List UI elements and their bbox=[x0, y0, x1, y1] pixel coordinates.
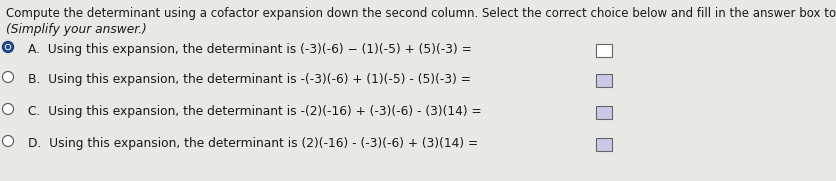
Circle shape bbox=[3, 136, 13, 146]
FancyBboxPatch shape bbox=[596, 138, 612, 151]
Circle shape bbox=[3, 104, 13, 115]
Circle shape bbox=[3, 71, 13, 83]
FancyBboxPatch shape bbox=[596, 106, 612, 119]
Text: A.  Using this expansion, the determinant is (-3)(-6) − (1)(-5) + (5)(-3) =: A. Using this expansion, the determinant… bbox=[28, 43, 472, 56]
Circle shape bbox=[3, 41, 13, 52]
Text: C.  Using this expansion, the determinant is -(2)(-16) + (-3)(-6) - (3)(14) =: C. Using this expansion, the determinant… bbox=[28, 105, 482, 118]
Text: (Simplify your answer.): (Simplify your answer.) bbox=[6, 23, 147, 36]
FancyBboxPatch shape bbox=[596, 44, 612, 57]
Circle shape bbox=[6, 45, 11, 49]
Text: B.  Using this expansion, the determinant is -(-3)(-6) + (1)(-5) - (5)(-3) =: B. Using this expansion, the determinant… bbox=[28, 73, 471, 86]
Circle shape bbox=[7, 45, 9, 49]
Text: D.  Using this expansion, the determinant is (2)(-16) - (-3)(-6) + (3)(14) =: D. Using this expansion, the determinant… bbox=[28, 137, 478, 150]
FancyBboxPatch shape bbox=[596, 74, 612, 87]
Text: 8: 8 bbox=[600, 44, 608, 57]
Text: Compute the determinant using a cofactor expansion down the second column. Selec: Compute the determinant using a cofactor… bbox=[6, 7, 836, 20]
